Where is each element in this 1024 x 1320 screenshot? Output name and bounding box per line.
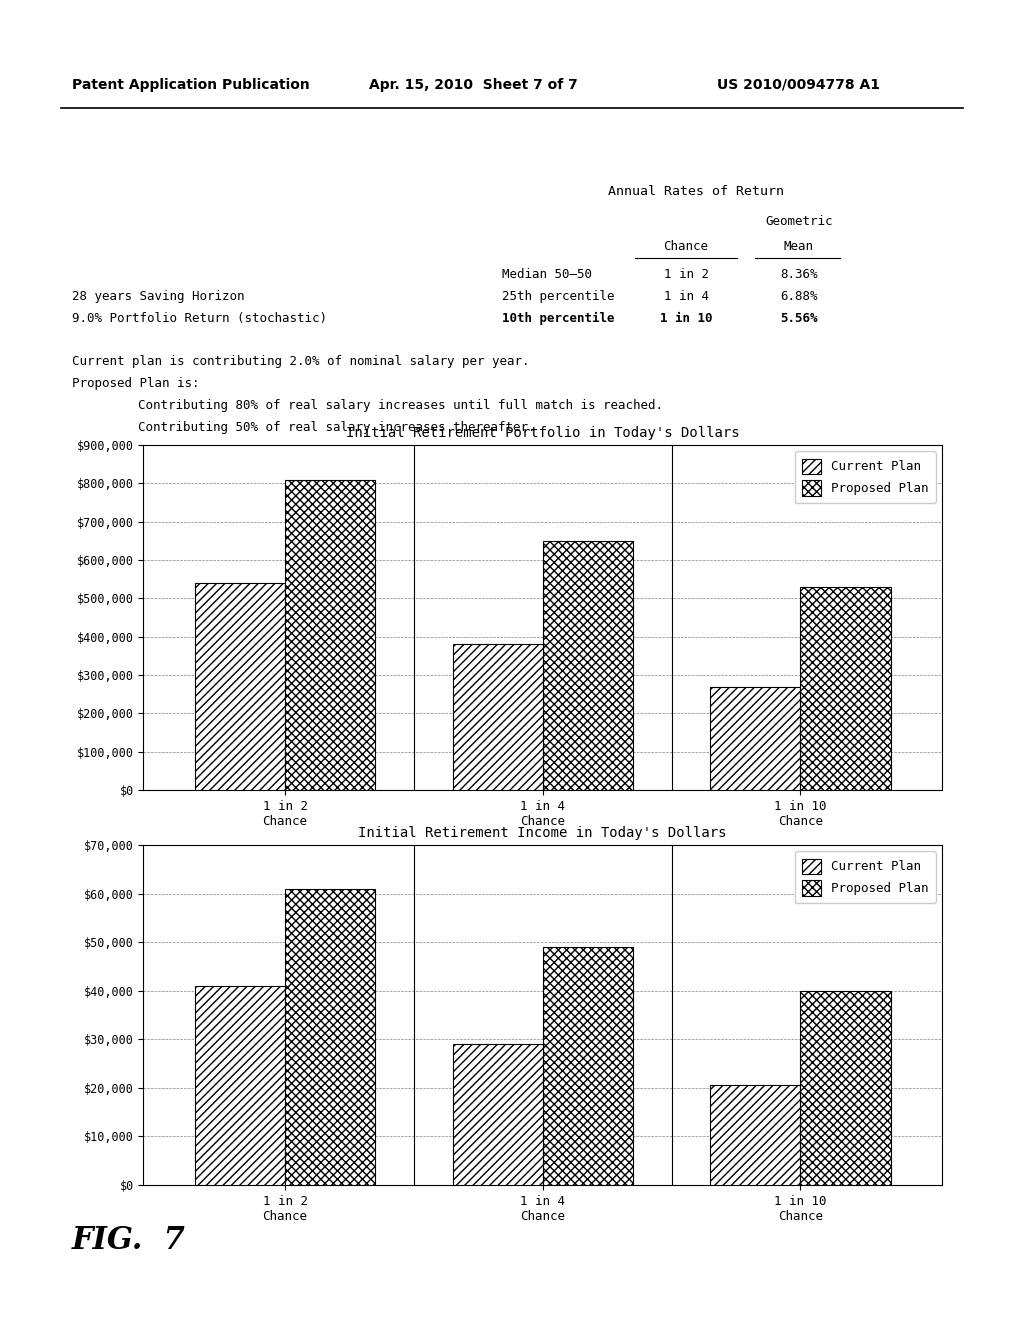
Text: 28 years Saving Horizon: 28 years Saving Horizon bbox=[72, 290, 244, 304]
Legend: Current Plan, Proposed Plan: Current Plan, Proposed Plan bbox=[795, 851, 936, 903]
Bar bbox=[543, 946, 633, 1185]
Bar bbox=[285, 888, 375, 1185]
Bar bbox=[801, 991, 891, 1185]
Text: 10th percentile: 10th percentile bbox=[502, 312, 614, 325]
Text: FIG.  7: FIG. 7 bbox=[72, 1225, 185, 1257]
Text: 1 in 10: 1 in 10 bbox=[659, 312, 713, 325]
Text: 5.56%: 5.56% bbox=[780, 312, 817, 325]
Text: 9.0% Portfolio Return (stochastic): 9.0% Portfolio Return (stochastic) bbox=[72, 312, 327, 325]
Text: Annual Rates of Return: Annual Rates of Return bbox=[608, 185, 784, 198]
Text: Current plan is contributing 2.0% of nominal salary per year.: Current plan is contributing 2.0% of nom… bbox=[72, 355, 529, 368]
Title: Initial Retirement Income in Today's Dollars: Initial Retirement Income in Today's Dol… bbox=[358, 826, 727, 840]
Text: Apr. 15, 2010  Sheet 7 of 7: Apr. 15, 2010 Sheet 7 of 7 bbox=[369, 78, 578, 92]
Bar bbox=[711, 1085, 801, 1185]
Text: Median 50–50: Median 50–50 bbox=[502, 268, 592, 281]
Text: 6.88%: 6.88% bbox=[780, 290, 817, 304]
Bar bbox=[543, 541, 633, 789]
Bar bbox=[285, 479, 375, 789]
Text: Mean: Mean bbox=[783, 240, 814, 253]
Title: Initial Retirement Portfolio in Today's Dollars: Initial Retirement Portfolio in Today's … bbox=[346, 425, 739, 440]
Text: Patent Application Publication: Patent Application Publication bbox=[72, 78, 309, 92]
Text: 1 in 2: 1 in 2 bbox=[664, 268, 709, 281]
Bar bbox=[453, 1044, 543, 1185]
Text: Chance: Chance bbox=[664, 240, 709, 253]
Text: Contributing 50% of real salary increases thereafter.: Contributing 50% of real salary increase… bbox=[138, 421, 536, 434]
Bar bbox=[453, 644, 543, 789]
Legend: Current Plan, Proposed Plan: Current Plan, Proposed Plan bbox=[795, 451, 936, 503]
Bar bbox=[711, 686, 801, 789]
Bar bbox=[195, 986, 285, 1185]
Text: US 2010/0094778 A1: US 2010/0094778 A1 bbox=[717, 78, 880, 92]
Text: 1 in 4: 1 in 4 bbox=[664, 290, 709, 304]
Text: 25th percentile: 25th percentile bbox=[502, 290, 614, 304]
Text: 8.36%: 8.36% bbox=[780, 268, 817, 281]
Text: Contributing 80% of real salary increases until full match is reached.: Contributing 80% of real salary increase… bbox=[138, 399, 664, 412]
Bar bbox=[195, 583, 285, 789]
Bar bbox=[801, 587, 891, 789]
Text: Geometric: Geometric bbox=[765, 215, 833, 228]
Text: Proposed Plan is:: Proposed Plan is: bbox=[72, 378, 200, 389]
